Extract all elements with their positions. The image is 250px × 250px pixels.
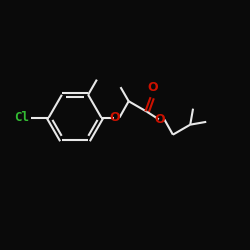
Text: O: O [155,113,165,126]
Text: O: O [147,81,158,94]
Text: Cl: Cl [14,111,30,124]
Text: O: O [110,111,120,124]
